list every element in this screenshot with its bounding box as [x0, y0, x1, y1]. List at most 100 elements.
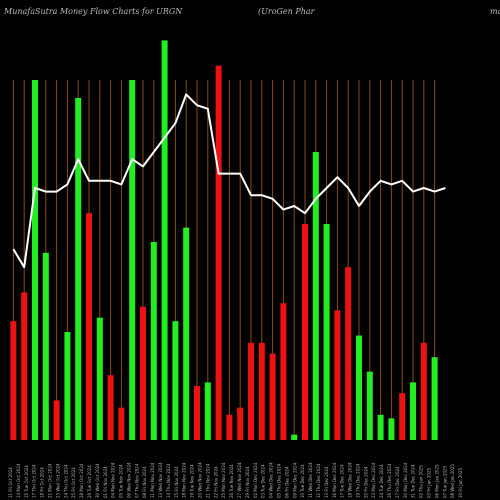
bar-11-mon-nov-2024 — [237, 407, 244, 440]
x-tick-label: 18 Fri Oct 2024 — [40, 467, 45, 498]
x-tick-label: 10 Tue Dec 2024 — [300, 464, 305, 498]
bar-25-fri-oct-2024 — [118, 407, 125, 440]
x-tick-label: 08 Fri Nov 2024 — [142, 466, 147, 498]
x-tick-label: 25 Mon Nov 2024 — [221, 462, 226, 498]
bar-22-tue-oct-2024 — [86, 213, 92, 440]
bar-15-fri-nov-2024 — [280, 303, 287, 440]
bar-series — [10, 40, 438, 441]
x-tick-label: 20 Wed Nov 2024 — [198, 462, 203, 498]
x-tick-label: 28 Mon Oct 2024 — [79, 463, 84, 498]
bar-06-wed-nov-2024 — [204, 382, 211, 440]
bar-08-fri-nov-2024 — [226, 414, 233, 440]
bar-24-thu-oct-2024 — [107, 375, 114, 440]
x-tick-label: 14 Thu Nov 2024 — [166, 463, 171, 498]
x-tick-label: 10 Fri Jan 2025 — [458, 468, 463, 498]
x-tick-label: 07 Thu Nov 2024 — [134, 463, 139, 498]
bar-21-mon-oct-2024 — [75, 98, 82, 440]
bar-14-mon-oct-2024 — [21, 292, 28, 440]
bar-27-wed-nov-2024 — [366, 371, 373, 440]
chart-title: MunafaSutra Money Flow Charts for URGN — [3, 7, 183, 16]
x-tick-label: 02 Mon Dec 2024 — [253, 462, 258, 498]
bar-03-tue-dec-2024 — [399, 393, 406, 440]
bar-25-mon-nov-2024 — [345, 267, 352, 440]
x-tick-label: 23 Wed Oct 2024 — [55, 463, 60, 498]
x-tick-label: 12 Thu Dec 2024 — [316, 463, 321, 498]
x-tick-label: 06 Fri Dec 2024 — [284, 466, 289, 498]
x-tick-label: 19 Thu Dec 2024 — [355, 463, 360, 498]
x-tick-label: 20 Fri Dec 2024 — [363, 466, 368, 498]
x-tick-label: 24 Tue Dec 2024 — [379, 464, 384, 498]
bar-07-thu-nov-2024 — [215, 65, 222, 440]
x-tick-label: 04 Mon Nov 2024 — [111, 462, 116, 498]
bar-21-thu-nov-2024 — [323, 224, 330, 440]
x-tick-label: 11 Fri Oct 2024 — [8, 467, 13, 498]
x-tick-label: 17 Tue Dec 2024 — [340, 464, 345, 498]
x-tick-label: 27 Fri Dec 2024 — [395, 466, 400, 498]
bar-04-wed-dec-2024 — [410, 382, 416, 440]
x-tick-label: 21 Thu Nov 2024 — [205, 463, 210, 498]
bar-15-tue-oct-2024 — [32, 80, 38, 440]
x-tick-label: 05 Tue Nov 2024 — [119, 464, 124, 498]
bar-29-tue-oct-2024 — [140, 306, 146, 440]
bar-26-tue-nov-2024 — [356, 335, 362, 440]
bar-22-fri-nov-2024 — [334, 310, 341, 440]
bar-28-mon-oct-2024 — [129, 80, 136, 440]
x-tick-label: 03 Fri Jan 2025 — [427, 468, 432, 498]
bar-17-thu-oct-2024 — [53, 400, 60, 440]
bar-14-thu-nov-2024 — [269, 353, 276, 440]
x-tick-label: 13 Fri Dec 2024 — [324, 466, 329, 498]
x-tick-label: 06 Mon Jan 2025 — [434, 464, 439, 498]
x-tick-label: 11 Wed Dec 2024 — [308, 462, 313, 498]
x-tick-label: 29 Fri Nov 2024 — [245, 466, 250, 498]
x-tick-label: 30 Wed Oct 2024 — [95, 463, 100, 498]
x-tick-label: 16 Mon Dec 2024 — [332, 462, 337, 498]
x-tick-label: 13 Wed Nov 2024 — [158, 462, 163, 498]
x-tick-label: 26 Thu Dec 2024 — [387, 463, 392, 498]
bar-13-wed-nov-2024 — [258, 342, 265, 440]
x-tick-label: 17 Thu Oct 2024 — [32, 464, 37, 498]
x-tick-label: 15 Fri Nov 2024 — [174, 466, 179, 498]
bar-16-wed-oct-2024 — [42, 252, 49, 440]
bar-05-thu-dec-2024 — [420, 342, 427, 440]
bar-02-mon-dec-2024 — [388, 418, 395, 440]
bar-23-wed-oct-2024 — [96, 317, 103, 440]
x-tick-label: 19 Tue Nov 2024 — [190, 464, 195, 498]
x-tick-label: 07 Tue Jan 2025 — [442, 465, 447, 498]
bar-31-thu-oct-2024 — [161, 40, 168, 441]
x-tick-labels: 11 Fri Oct 2024 14 Mon Oct 2024 15 Tue Oct… — [8, 462, 463, 498]
x-tick-label: 18 Mon Nov 2024 — [182, 462, 187, 498]
x-tick-label: 15 Tue Oct 2024 — [24, 465, 29, 498]
x-tick-label: 06 Wed Nov 2024 — [126, 462, 131, 498]
chart-title-company-end: ma — [490, 7, 500, 16]
bar-19-tue-nov-2024 — [302, 224, 308, 440]
x-tick-label: 05 Thu Dec 2024 — [277, 463, 282, 498]
bar-01-fri-nov-2024 — [172, 321, 179, 440]
x-tick-label: 27 Wed Nov 2024 — [237, 462, 242, 498]
x-tick-label: 08 Wed Jan 2025 — [450, 464, 455, 498]
x-tick-label: 26 Tue Nov 2024 — [229, 464, 234, 498]
bar-30-wed-oct-2024 — [150, 242, 157, 440]
x-tick-label: 11 Mon Nov 2024 — [150, 462, 155, 498]
x-tick-label: 31 Tue Dec 2024 — [411, 464, 416, 498]
chart-title-company: (UroGen Phar — [258, 7, 316, 16]
x-tick-label: 25 Fri Oct 2024 — [71, 467, 76, 498]
bar-18-mon-nov-2024 — [291, 434, 298, 440]
x-tick-label: 21 Mon Oct 2024 — [48, 463, 53, 498]
x-tick-label: 18 Wed Dec 2024 — [348, 462, 353, 498]
x-tick-label: 29 Tue Oct 2024 — [87, 465, 92, 498]
bar-04-mon-nov-2024 — [183, 227, 190, 440]
x-tick-label: 24 Thu Oct 2024 — [63, 464, 68, 498]
bar-18-fri-oct-2024 — [64, 332, 71, 440]
bar-12-tue-nov-2024 — [248, 342, 254, 440]
x-tick-label: 01 Fri Nov 2024 — [103, 466, 108, 498]
bar-20-wed-nov-2024 — [312, 152, 319, 440]
money-flow-line — [12, 93, 446, 269]
x-tick-label: 14 Mon Oct 2024 — [16, 463, 21, 498]
x-tick-label: 02 Thu Jan 2025 — [419, 465, 424, 498]
x-tick-label: 09 Mon Dec 2024 — [292, 462, 297, 498]
x-tick-label: 22 Fri Nov 2024 — [213, 466, 218, 498]
x-tick-label: 23 Mon Dec 2024 — [371, 462, 376, 498]
x-tick-label: 04 Wed Dec 2024 — [269, 462, 274, 498]
x-tick-label: 30 Mon Dec 2024 — [403, 462, 408, 498]
